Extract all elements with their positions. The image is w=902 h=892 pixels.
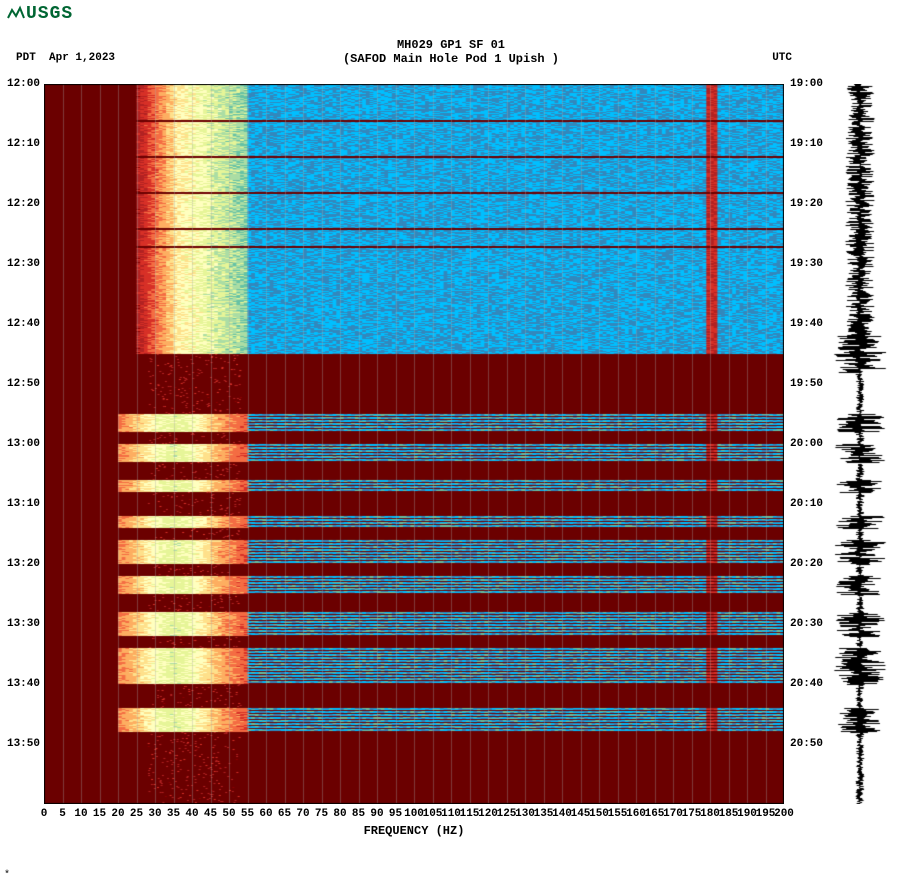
xtick: 160 [626, 808, 646, 820]
ytick-right: 20:50 [790, 738, 823, 750]
xtick: 105 [423, 808, 443, 820]
header-left: PDT Apr 1,2023 [16, 52, 115, 64]
xtick: 30 [148, 808, 161, 820]
footer-mark: * [4, 870, 10, 881]
usgs-logo: USGS [6, 4, 73, 24]
ytick-right: 20:10 [790, 498, 823, 510]
xtick: 40 [185, 808, 198, 820]
xtick: 110 [441, 808, 461, 820]
ytick-right: 19:20 [790, 198, 823, 210]
tz-right: UTC [772, 52, 792, 64]
xtick: 10 [74, 808, 87, 820]
date-left: Apr 1,2023 [49, 52, 115, 64]
xtick: 0 [41, 808, 48, 820]
spectrogram-plot [44, 84, 784, 804]
ytick-right: 19:00 [790, 78, 823, 90]
ytick-left: 13:50 [7, 738, 40, 750]
xtick: 55 [241, 808, 254, 820]
ytick-right: 20:40 [790, 678, 823, 690]
xtick: 35 [167, 808, 180, 820]
xtick: 190 [737, 808, 757, 820]
ytick-right: 19:10 [790, 138, 823, 150]
xtick: 200 [774, 808, 794, 820]
title-line-2: (SAFOD Main Hole Pod 1 Upish ) [0, 52, 902, 66]
xtick: 70 [296, 808, 309, 820]
xtick: 180 [700, 808, 720, 820]
tz-left: PDT [16, 52, 36, 64]
plot-title: MH029 GP1 SF 01 (SAFOD Main Hole Pod 1 U… [0, 38, 902, 66]
ytick-right: 20:30 [790, 618, 823, 630]
ytick-left: 12:20 [7, 198, 40, 210]
xtick: 150 [589, 808, 609, 820]
xtick: 100 [404, 808, 424, 820]
ytick-left: 12:30 [7, 258, 40, 270]
ytick-left: 12:50 [7, 378, 40, 390]
xtick: 85 [352, 808, 365, 820]
xtick: 50 [222, 808, 235, 820]
xtick: 20 [111, 808, 124, 820]
xtick: 75 [315, 808, 328, 820]
xtick: 95 [389, 808, 402, 820]
spectrogram-canvas [44, 84, 784, 804]
ytick-right: 19:40 [790, 318, 823, 330]
ytick-left: 13:30 [7, 618, 40, 630]
x-axis-label: FREQUENCY (HZ) [44, 824, 784, 838]
ytick-left: 13:10 [7, 498, 40, 510]
ytick-left: 12:40 [7, 318, 40, 330]
ytick-left: 12:10 [7, 138, 40, 150]
xtick: 135 [534, 808, 554, 820]
xtick: 5 [59, 808, 66, 820]
waveform-canvas [830, 84, 890, 804]
logo-text: USGS [26, 4, 73, 24]
xtick: 120 [478, 808, 498, 820]
ytick-right: 20:20 [790, 558, 823, 570]
xtick: 45 [204, 808, 217, 820]
xtick: 185 [719, 808, 739, 820]
xtick: 125 [497, 808, 517, 820]
xtick: 115 [460, 808, 480, 820]
xtick: 130 [515, 808, 535, 820]
header-right: UTC [772, 52, 792, 64]
xtick: 155 [608, 808, 628, 820]
xtick: 15 [93, 808, 106, 820]
ytick-right: 19:30 [790, 258, 823, 270]
xtick: 140 [552, 808, 572, 820]
xtick: 165 [645, 808, 665, 820]
xtick: 80 [333, 808, 346, 820]
xtick: 170 [663, 808, 683, 820]
xtick: 25 [130, 808, 143, 820]
ytick-left: 13:20 [7, 558, 40, 570]
ytick-right: 19:50 [790, 378, 823, 390]
xtick: 60 [259, 808, 272, 820]
xtick: 90 [370, 808, 383, 820]
xtick: 65 [278, 808, 291, 820]
ytick-left: 12:00 [7, 78, 40, 90]
ytick-left: 13:00 [7, 438, 40, 450]
xtick: 175 [682, 808, 702, 820]
ytick-right: 20:00 [790, 438, 823, 450]
ytick-left: 13:40 [7, 678, 40, 690]
xtick: 195 [756, 808, 776, 820]
xtick: 145 [571, 808, 591, 820]
title-line-1: MH029 GP1 SF 01 [0, 38, 902, 52]
